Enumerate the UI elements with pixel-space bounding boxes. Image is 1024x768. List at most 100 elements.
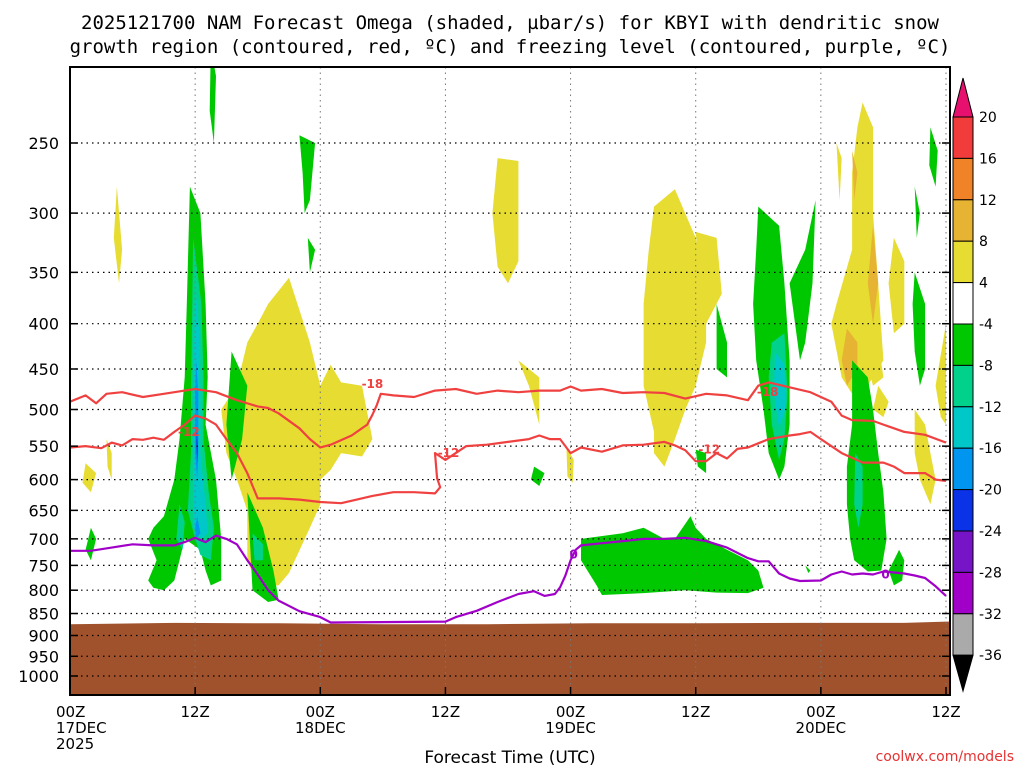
x-tick-label: 19DEC xyxy=(545,719,596,737)
omega-region-0-0 xyxy=(221,277,373,586)
colorbar-label: -8 xyxy=(979,358,993,374)
omega-region-0-14 xyxy=(82,463,97,493)
colorbar-box xyxy=(952,199,974,242)
colorbar-label: 4 xyxy=(979,276,988,292)
colorbar-box xyxy=(952,364,974,408)
omega-region-0-13 xyxy=(873,385,889,418)
omega-region-2-17 xyxy=(912,272,926,386)
contour-label-0: 0 xyxy=(570,547,578,561)
omega-region-2-9 xyxy=(716,304,727,378)
y-tick-label: 400 xyxy=(28,315,59,334)
omega-region-2-3 xyxy=(299,135,316,214)
colorbar-label: -32 xyxy=(979,607,1002,623)
omega-region-0-9 xyxy=(935,323,946,425)
y-tick-label: 750 xyxy=(28,556,59,575)
x-tick-label: 17DEC xyxy=(56,719,107,737)
y-tick-label: 700 xyxy=(28,530,59,549)
colorbar-label: -20 xyxy=(979,483,1002,499)
omega-region-2-14 xyxy=(805,565,811,573)
y-tick-label: 900 xyxy=(28,626,59,645)
omega-region-0-3 xyxy=(643,189,707,467)
x-tick-label: 2025 xyxy=(56,735,94,753)
x-tick-label: 12Z xyxy=(431,703,460,721)
contour-label--18: -18 xyxy=(757,385,779,399)
colorbar-label: -12 xyxy=(979,400,1002,416)
y-tick-label: 450 xyxy=(28,360,59,379)
omega-region-3-1 xyxy=(176,504,185,550)
colorbar-label: -16 xyxy=(979,441,1002,457)
title-line-2: growth region (contoured, red, ºC) and f… xyxy=(70,36,951,58)
y-tick-label: 850 xyxy=(28,605,59,624)
colorbar-label: 20 xyxy=(979,110,997,126)
colorbar-box xyxy=(952,240,974,284)
omega-region-3-4 xyxy=(854,453,863,528)
omega-region-2-10 xyxy=(789,200,816,361)
y-tick-label: 650 xyxy=(28,501,59,520)
omega-region-0-15 xyxy=(566,446,574,483)
colorbar-box xyxy=(952,613,974,656)
y-tick-label: 500 xyxy=(28,401,59,420)
x-axis-title: Forecast Time (UTC) xyxy=(424,748,595,768)
x-tick-label: 18DEC xyxy=(295,719,346,737)
colorbar-box xyxy=(952,116,974,159)
colorbar: 20 16 12 8 4 -4 -8 -12 -16 -20 -24 -28 -32 -36 xyxy=(952,77,1002,693)
contour-label--12: -12 xyxy=(698,443,720,457)
omega-region-0-12 xyxy=(106,439,112,480)
omega-region-2-2 xyxy=(247,492,279,602)
contour-line--12 xyxy=(70,414,947,505)
omega-region-5-1 xyxy=(195,516,201,539)
colorbar-top-arrow xyxy=(952,77,974,118)
colorbar-label: -28 xyxy=(979,565,1002,581)
contour-label--12: -12 xyxy=(178,425,200,439)
omega-region-4-1 xyxy=(773,351,786,429)
x-tick-label: 00Z xyxy=(56,703,85,721)
colorbar-label: -4 xyxy=(979,317,993,333)
colorbar-label: -24 xyxy=(979,524,1002,540)
omega-region-2-13 xyxy=(612,580,654,591)
omega-shading xyxy=(82,67,946,602)
contour-labels: -18 -18 -12 -12 -12 0 0 xyxy=(178,377,890,581)
omega-region-0-8 xyxy=(914,409,936,505)
omega-region-2-6 xyxy=(209,67,216,143)
omega-region-2-19 xyxy=(914,186,920,238)
contour-label--18: -18 xyxy=(362,377,384,391)
omega-region-0-10 xyxy=(695,231,722,324)
omega-region-2-4 xyxy=(307,237,316,273)
contour-label--12: -12 xyxy=(438,446,460,460)
y-tick-label: 600 xyxy=(28,471,59,490)
x-tick-label: 00Z xyxy=(806,703,835,721)
colorbar-box xyxy=(952,323,974,366)
y-tick-label: 950 xyxy=(28,647,59,666)
x-tick-label: 00Z xyxy=(306,703,335,721)
colorbar-label: -36 xyxy=(979,648,1002,664)
x-tick-label: 12Z xyxy=(681,703,710,721)
colorbar-box xyxy=(952,571,974,615)
omega-region-0-6 xyxy=(862,186,884,386)
y-tick-label: 250 xyxy=(28,134,59,153)
y-tick-label: 550 xyxy=(28,437,59,456)
colorbar-box xyxy=(952,157,974,201)
omega-region-1-2 xyxy=(852,150,858,201)
colorbar-label: 16 xyxy=(979,151,997,167)
omega-region-4-0 xyxy=(193,283,208,539)
omega-region-0-11 xyxy=(113,186,123,284)
x-tick-label: 20DEC xyxy=(796,719,847,737)
omega-region-2-12 xyxy=(581,516,764,595)
contour-line--18 xyxy=(70,381,947,449)
colorbar-box xyxy=(952,530,974,573)
omega-region-3-2 xyxy=(252,533,263,561)
colorbar-label: 8 xyxy=(979,234,988,250)
omega-region-2-18 xyxy=(929,127,938,187)
terrain-fill xyxy=(70,621,950,695)
y-tick-label: 1000 xyxy=(18,667,59,686)
x-tick-label: 00Z xyxy=(556,703,585,721)
colorbar-box xyxy=(952,406,974,449)
x-tick-label: 12Z xyxy=(180,703,209,721)
omega-region-0-16 xyxy=(836,143,842,201)
colorbar-box xyxy=(952,489,974,532)
omega-region-2-7 xyxy=(530,466,545,486)
grid-lines xyxy=(70,67,950,695)
omega-region-6-0 xyxy=(196,424,198,464)
